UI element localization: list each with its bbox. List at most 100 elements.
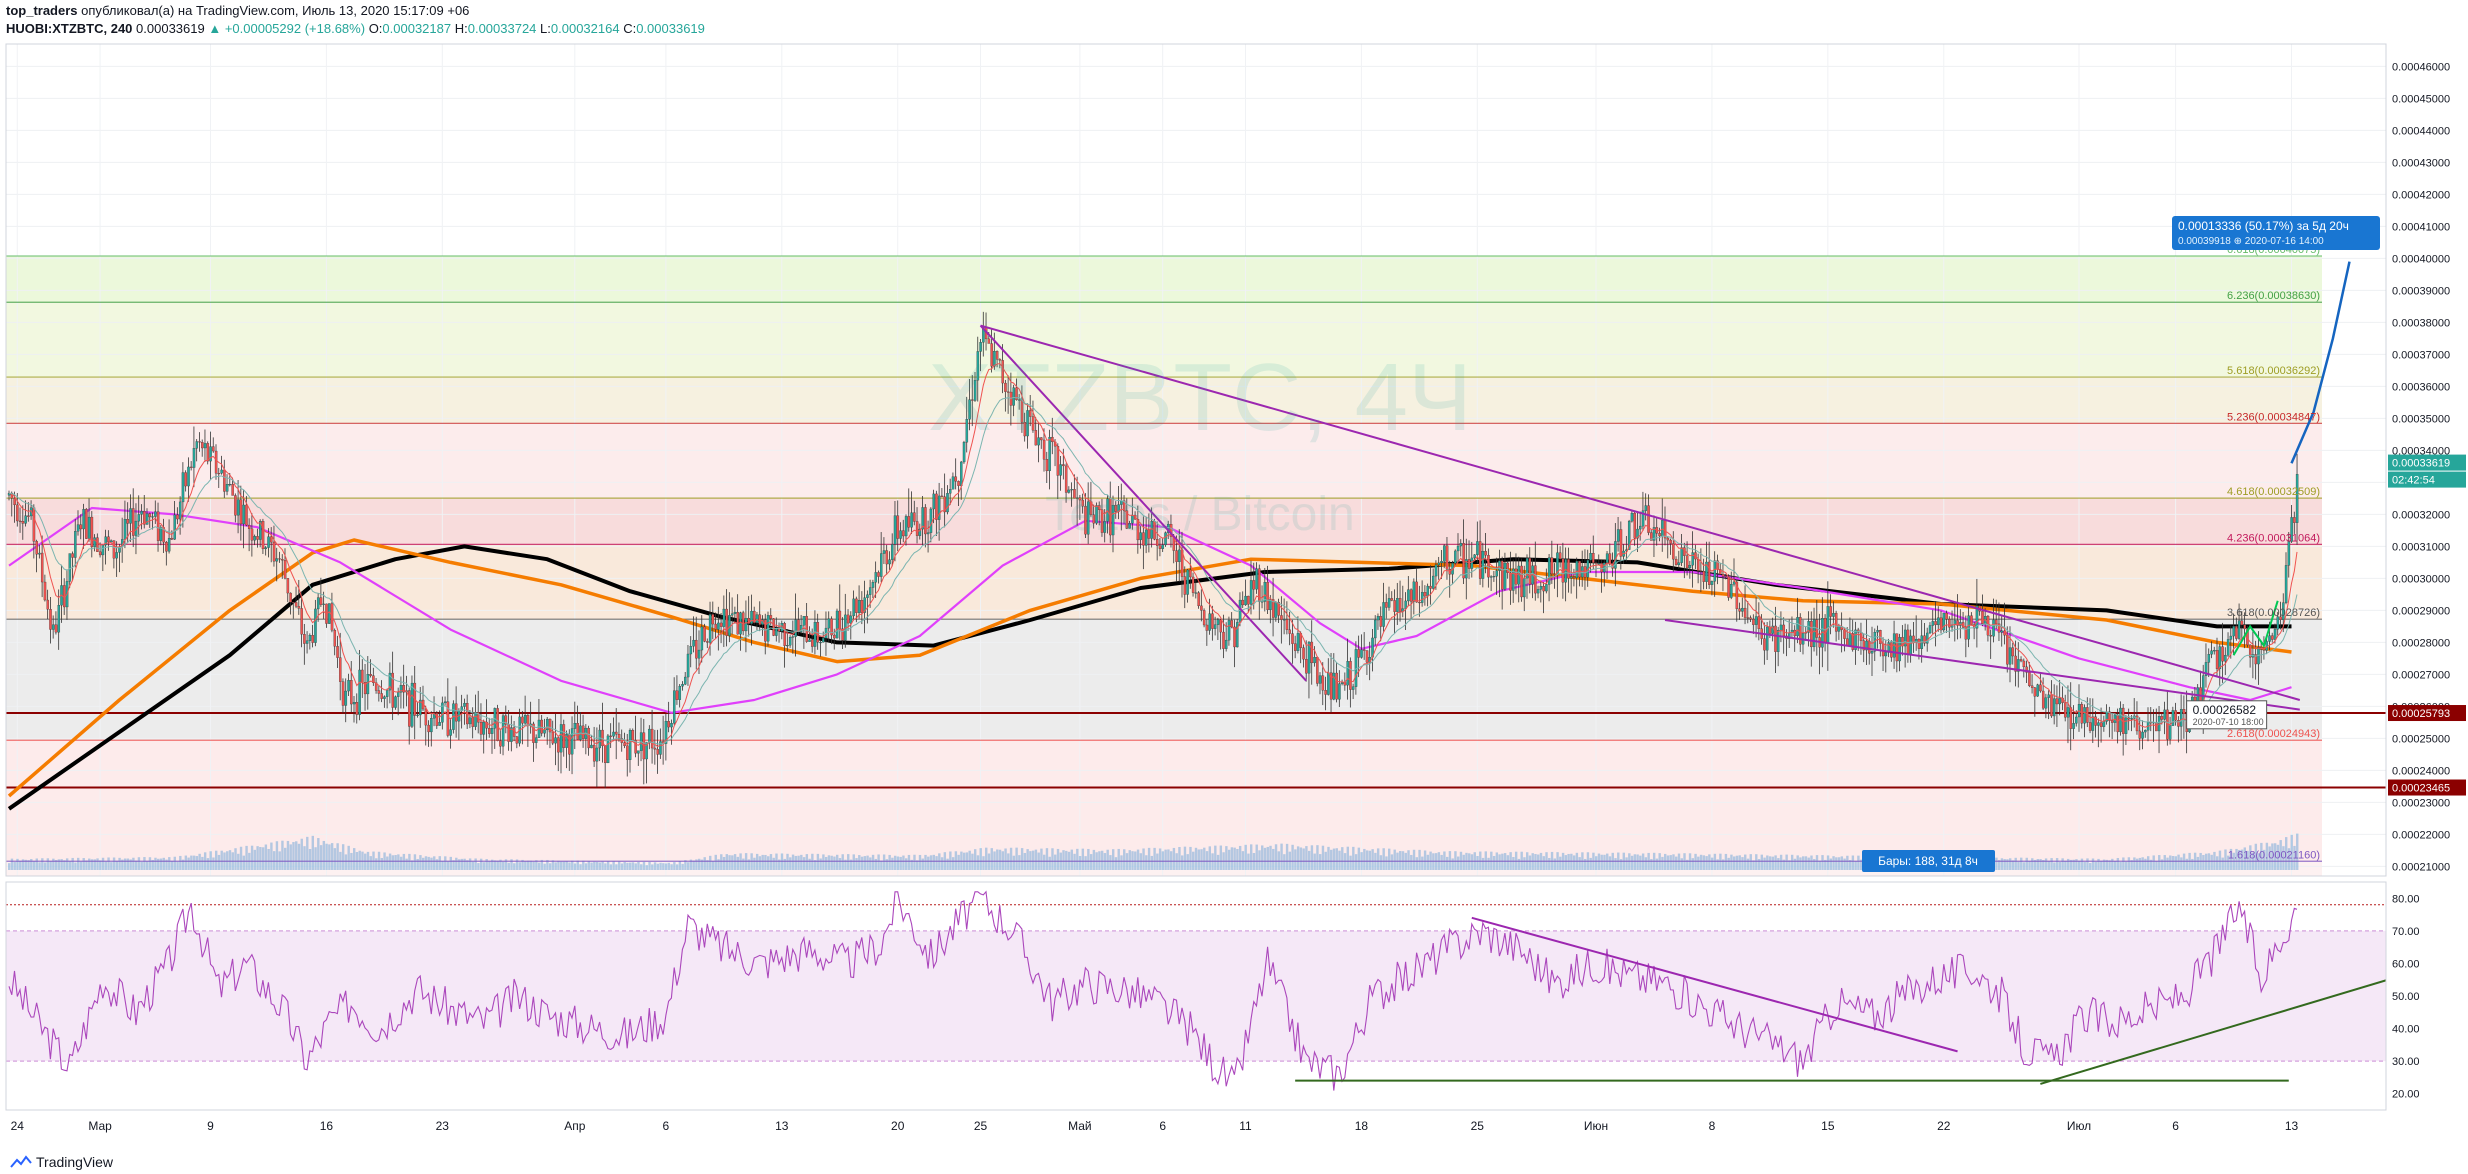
candle-body (1495, 570, 1498, 577)
volume-bar (1316, 845, 1319, 870)
candle-body (838, 610, 842, 629)
volume-bar (595, 861, 599, 870)
candle-body (264, 547, 268, 550)
volume-bar (1285, 843, 1289, 870)
volume-bar (877, 854, 880, 870)
candle-body (96, 537, 99, 552)
tradingview-logo[interactable]: TradingView (10, 1154, 113, 1170)
candle-body (1258, 568, 1261, 602)
volume-bar (43, 862, 47, 870)
volume-bar (918, 854, 922, 870)
rsi-tick-label: 60.00 (2392, 958, 2420, 970)
candle-body (176, 514, 179, 520)
volume-bar (786, 853, 789, 870)
candle-body (1898, 637, 1901, 662)
volume-bar (1804, 856, 1808, 870)
level-price-badge-box (2388, 705, 2466, 722)
candle-body (286, 578, 290, 594)
volume-bar (2135, 858, 2139, 870)
candle-body (1183, 576, 1187, 595)
candle-body (1324, 690, 1327, 695)
rsi-trendline[interactable] (1471, 916, 1958, 1053)
candle-body (1702, 571, 1705, 582)
volume-bar (341, 844, 345, 870)
candle-body (2108, 711, 2111, 721)
candle-body (1614, 541, 1617, 569)
candle-body (855, 598, 858, 613)
candle-body (2000, 630, 2004, 633)
candle-body (482, 721, 486, 735)
ema-mid-line (8, 396, 2298, 745)
candle-body (2282, 602, 2285, 620)
candle-body (899, 530, 902, 539)
candle-body (744, 617, 748, 632)
candle-body (1045, 459, 1049, 472)
volume-bar (1733, 856, 1736, 870)
trendline[interactable] (1664, 619, 2300, 711)
volume-bar (2069, 859, 2073, 870)
price-tick-label: 0.00040000 (2392, 253, 2450, 265)
candle-body (261, 521, 265, 550)
volume-bar (1385, 856, 1388, 870)
volume-bar (1666, 855, 1670, 870)
candle-body (830, 618, 833, 636)
candle-body (637, 750, 640, 754)
volume-bar (1702, 855, 1706, 870)
candle-body (681, 683, 684, 687)
volume-bar (833, 856, 836, 870)
forecast-label-box[interactable] (2172, 216, 2380, 250)
volume-bar (1843, 858, 1846, 870)
candle-body (628, 730, 632, 760)
volume-bar (1225, 846, 1228, 870)
time-tick-label: Май (1068, 1119, 1092, 1133)
volume-bar (1147, 847, 1151, 870)
candle-body (1238, 599, 1242, 623)
fib-zone (6, 619, 2322, 741)
volume-bar (684, 860, 687, 870)
candle-body (929, 508, 933, 533)
trendline[interactable] (980, 324, 2301, 701)
candle-body (2025, 666, 2028, 673)
volume-bar (237, 853, 240, 870)
candle-body (1216, 619, 1220, 625)
volume-bar (653, 862, 657, 870)
volume-bar (2296, 833, 2299, 870)
author-name[interactable]: top_traders (6, 3, 78, 18)
volume-bar (1015, 847, 1018, 870)
candle-body (852, 598, 855, 617)
candle-body (1346, 661, 1349, 686)
candle-body (684, 676, 687, 685)
forecast-curve[interactable] (2290, 261, 2351, 464)
volume-bar (2163, 855, 2166, 870)
candle-body (156, 511, 160, 541)
candle-body (1639, 525, 1642, 530)
volume-bar (675, 864, 679, 870)
fib-zone (6, 861, 2322, 876)
volume-bar (1183, 846, 1187, 870)
volume-bar (1131, 851, 1134, 870)
trendline[interactable] (979, 324, 1307, 682)
volume-bar (333, 848, 337, 870)
candle-body (1100, 509, 1104, 533)
volume-bar (2196, 856, 2200, 870)
volume-bar (93, 859, 96, 870)
candle-body (2066, 707, 2070, 718)
low-price-box[interactable] (2186, 700, 2268, 730)
candle-body (659, 741, 662, 755)
candle-body (184, 472, 187, 487)
projection-arrow[interactable] (2232, 600, 2279, 656)
candle-body (46, 599, 49, 610)
volume-bar (63, 860, 66, 870)
candle-body (1926, 632, 1929, 644)
candle-body (2069, 707, 2073, 729)
candle-body (397, 692, 400, 697)
volume-bar (813, 860, 817, 870)
bars-range-box[interactable] (1862, 850, 1995, 872)
volume-bar (2061, 858, 2064, 870)
candle-body (1335, 672, 1338, 700)
candle-body (1095, 505, 1098, 524)
volume-bar (110, 862, 113, 870)
rsi-trendline[interactable] (2040, 979, 2388, 1085)
candle-body (882, 550, 886, 554)
